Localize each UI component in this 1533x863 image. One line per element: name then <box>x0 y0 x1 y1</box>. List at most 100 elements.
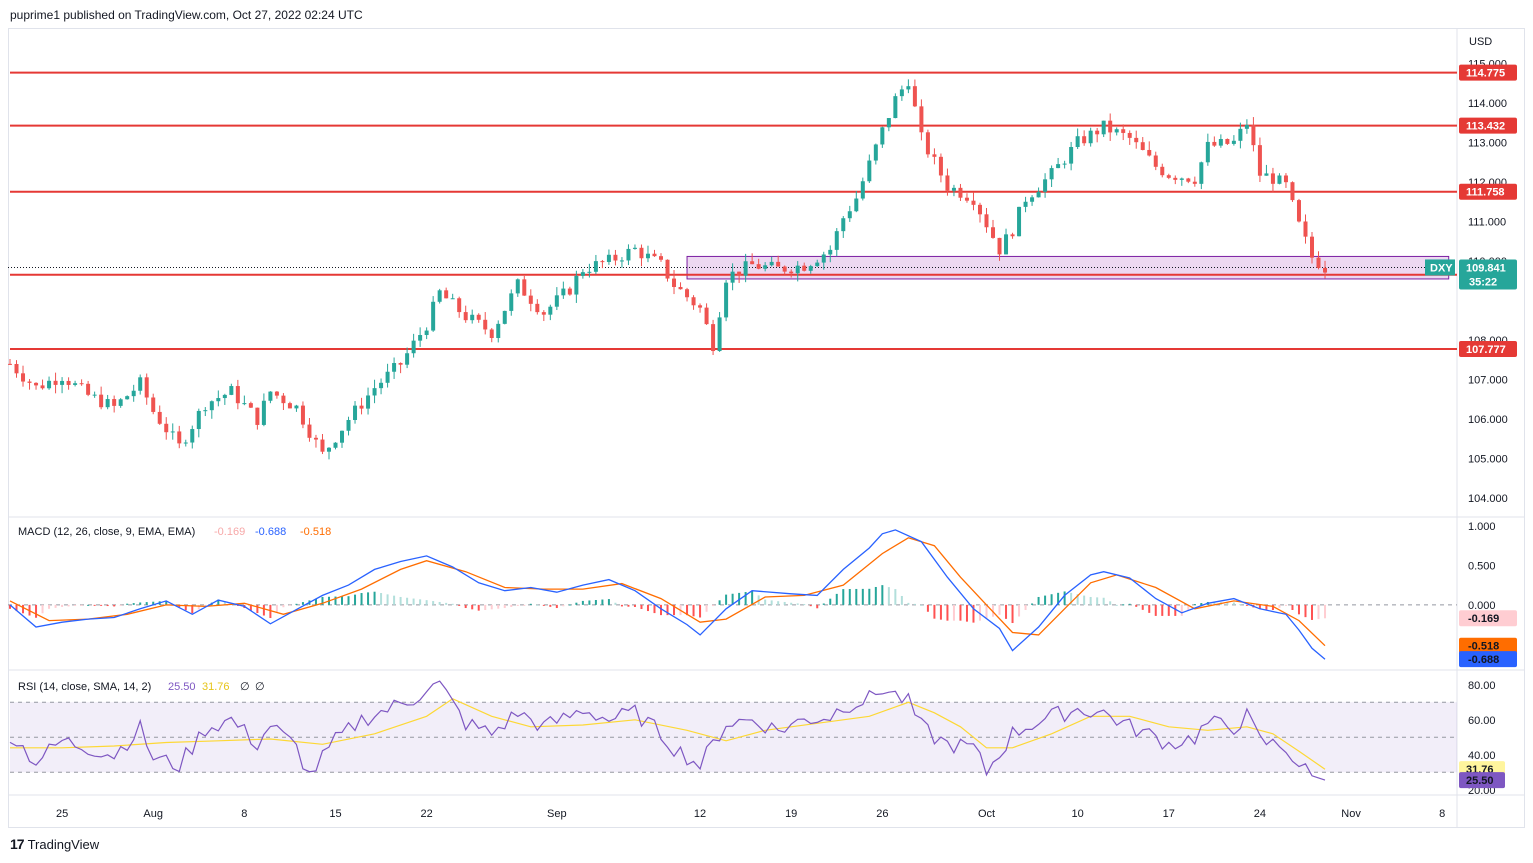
candle-body <box>886 118 891 128</box>
candle-body <box>730 271 735 283</box>
footer-brand[interactable]: 17 TradingView <box>10 836 99 852</box>
level-price-tag-text: 114.775 <box>1466 68 1505 80</box>
candle-body <box>1238 128 1243 141</box>
macd-histogram-bar <box>165 600 168 605</box>
candle-body <box>476 314 481 320</box>
macd-line-value: -0.688 <box>255 526 286 538</box>
candle-body <box>606 254 611 262</box>
macd-histogram-bar <box>1271 604 1274 610</box>
macd-histogram-bar <box>1291 604 1294 610</box>
candle-body <box>919 106 924 133</box>
macd-histogram-bar <box>529 603 532 605</box>
candle-body <box>1140 142 1145 150</box>
macd-histogram-bar <box>607 599 610 605</box>
candle-body <box>756 264 761 269</box>
level-price-tag <box>1459 64 1517 81</box>
candle-body <box>340 430 345 443</box>
publisher-header: puprime1 published on TradingView.com, O… <box>10 8 363 22</box>
candle-body <box>1186 178 1191 182</box>
candle-body <box>1323 267 1328 273</box>
macd-histogram-bar <box>22 604 25 614</box>
candle-body <box>574 275 579 295</box>
macd-histogram-bar <box>48 604 51 609</box>
time-tick-label: 15 <box>329 808 341 820</box>
price-tick-label: 105.000 <box>1468 454 1508 466</box>
macd-histogram-bar <box>510 604 513 607</box>
candle-body <box>795 265 800 274</box>
macd-histogram-bar <box>848 589 851 605</box>
macd-histogram-bar <box>471 604 474 610</box>
candle-body <box>235 386 240 404</box>
macd-histogram-bar <box>673 604 676 616</box>
time-tick-label: 17 <box>1163 808 1175 820</box>
macd-histogram-bar <box>1187 604 1190 610</box>
macd-histogram-bar <box>1031 603 1034 605</box>
candle-body <box>880 127 885 145</box>
price-tick-label: 107.000 <box>1468 375 1508 387</box>
candle-body <box>893 96 898 119</box>
candle-body <box>405 353 410 365</box>
candle-body <box>392 363 397 372</box>
macd-histogram-bar <box>549 604 552 607</box>
macd-histogram-bar <box>1167 604 1170 616</box>
candle-body <box>313 437 318 440</box>
macd-histogram-bar <box>347 596 350 605</box>
rsi-value-tag-text: 25.50 <box>1466 775 1494 787</box>
macd-histogram-bar <box>959 604 962 621</box>
candle-body <box>1205 141 1210 163</box>
candle-body <box>938 156 943 176</box>
price-tick-label: 111.000 <box>1468 217 1506 229</box>
time-tick-label: 24 <box>1254 808 1266 820</box>
rsi-ma-line <box>10 698 1326 770</box>
countdown-text: 35:22 <box>1469 276 1497 288</box>
macd-histogram-bar <box>406 597 409 605</box>
macd-histogram-bar <box>451 603 454 605</box>
candle-body <box>242 403 247 405</box>
macd-histogram-bar <box>412 598 415 605</box>
candle-body <box>834 231 839 250</box>
time-tick-label: 8 <box>241 808 247 820</box>
candle-body <box>509 293 514 311</box>
macd-histogram-bar <box>341 596 344 605</box>
candle-body <box>86 383 91 395</box>
macd-histogram-bar <box>419 599 422 605</box>
candle-body <box>769 261 774 266</box>
macd-histogram-bar <box>197 604 200 610</box>
candle-body <box>287 403 292 409</box>
price-tick-label: 104.000 <box>1468 493 1508 505</box>
macd-hist-value: -0.169 <box>214 526 245 538</box>
macd-histogram-bar <box>54 604 57 608</box>
symbol-tag-text: DXY <box>1430 262 1453 274</box>
candle-body <box>1264 173 1269 176</box>
level-price-tag <box>1459 117 1517 134</box>
macd-histogram-bar <box>978 604 981 621</box>
candle-body <box>561 288 566 296</box>
candle-body <box>632 247 637 249</box>
candle-body <box>372 388 377 396</box>
candle-body <box>261 400 266 425</box>
candle-body <box>743 261 748 276</box>
candle-body <box>782 266 787 272</box>
candle-body <box>450 298 455 300</box>
candle-body <box>105 399 110 408</box>
candle-body <box>1310 236 1314 258</box>
level-price-tag <box>1459 183 1517 200</box>
macd-histogram-bar <box>699 604 702 618</box>
macd-histogram-bar <box>738 592 741 605</box>
macd-histogram-bar <box>464 604 467 609</box>
rsi-empty-value-1: ∅ <box>240 681 250 693</box>
macd-histogram-bar <box>145 602 148 605</box>
candle-body <box>92 394 97 396</box>
macd-histogram-bar <box>1213 602 1216 605</box>
macd-histogram-bar <box>321 596 324 605</box>
macd-histogram-bar <box>809 604 812 607</box>
candle-body <box>678 286 683 290</box>
macd-histogram-bar <box>393 595 396 605</box>
candle-body <box>548 306 553 315</box>
macd-histogram-bar <box>972 604 975 623</box>
time-x-axis: 25 Aug 8 15 22 Sep 12 19 26 Oct 10 17 24 Nov 8 <box>56 808 1445 820</box>
candle-body <box>118 399 123 406</box>
candle-body <box>1121 129 1126 133</box>
